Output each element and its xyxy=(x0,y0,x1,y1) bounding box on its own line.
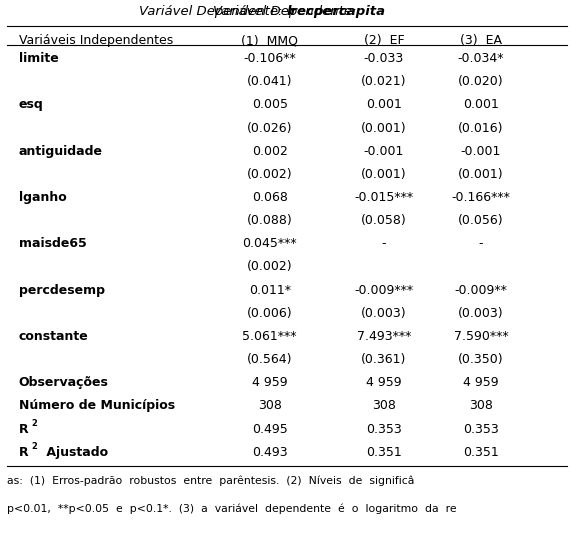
Text: 0.001: 0.001 xyxy=(366,99,402,111)
Text: (0.056): (0.056) xyxy=(458,214,504,227)
Text: (0.041): (0.041) xyxy=(247,75,292,88)
Text: (0.001): (0.001) xyxy=(458,168,504,181)
Text: (0.361): (0.361) xyxy=(361,353,406,366)
Text: Observações: Observações xyxy=(19,376,108,389)
Text: esq: esq xyxy=(19,99,43,111)
Text: -: - xyxy=(479,237,483,250)
Text: (0.003): (0.003) xyxy=(458,307,504,320)
Text: 4 959: 4 959 xyxy=(366,376,402,389)
Text: -0.166***: -0.166*** xyxy=(452,191,510,204)
Text: (3)  EA: (3) EA xyxy=(460,34,502,48)
Text: percdesemp: percdesemp xyxy=(19,284,105,296)
Text: as:  (1)  Erros-padrão  robustos  entre  parêntesis.  (2)  Níveis  de  significâ: as: (1) Erros-padrão robustos entre parê… xyxy=(7,476,415,486)
Text: R: R xyxy=(19,423,28,435)
Text: Variáveis Independentes: Variáveis Independentes xyxy=(19,34,173,48)
Text: 2: 2 xyxy=(31,419,37,428)
Text: Variável Dependente:: Variável Dependente: xyxy=(139,5,287,18)
Text: 7.590***: 7.590*** xyxy=(453,330,508,343)
Text: 0.001: 0.001 xyxy=(463,99,499,111)
Text: -0.001: -0.001 xyxy=(364,145,404,158)
Text: (2)  EF: (2) EF xyxy=(364,34,404,48)
Text: (0.006): (0.006) xyxy=(247,307,292,320)
Text: (0.026): (0.026) xyxy=(247,121,292,135)
Text: (0.020): (0.020) xyxy=(458,75,504,88)
Text: Variável Dependente:: Variável Dependente: xyxy=(213,5,361,18)
Text: 0.002: 0.002 xyxy=(252,145,288,158)
Text: (0.002): (0.002) xyxy=(247,260,292,274)
Text: 4 959: 4 959 xyxy=(252,376,288,389)
Text: maisde65: maisde65 xyxy=(19,237,86,250)
Text: 0.005: 0.005 xyxy=(252,99,288,111)
Text: antiguidade: antiguidade xyxy=(19,145,102,158)
Text: limite: limite xyxy=(19,52,58,65)
Text: -: - xyxy=(382,237,386,250)
Text: -0.001: -0.001 xyxy=(461,145,501,158)
Text: (0.564): (0.564) xyxy=(247,353,292,366)
Text: lrecpercapita: lrecpercapita xyxy=(287,5,386,18)
Text: 0.068: 0.068 xyxy=(252,191,288,204)
Text: 0.353: 0.353 xyxy=(366,423,402,435)
Text: (1)  MMQ: (1) MMQ xyxy=(241,34,298,48)
Text: (0.002): (0.002) xyxy=(247,168,292,181)
Text: 308: 308 xyxy=(469,399,493,412)
Text: p<0.01,  **p<0.05  e  p<0.1*.  (3)  a  variável  dependente  é  o  logaritmo  da: p<0.01, **p<0.05 e p<0.1*. (3) a variáve… xyxy=(7,504,457,514)
Text: -0.033: -0.033 xyxy=(364,52,404,65)
Text: (0.350): (0.350) xyxy=(458,353,504,366)
Text: 0.493: 0.493 xyxy=(252,445,288,459)
Text: Ajustado: Ajustado xyxy=(42,445,109,459)
Text: Número de Municípios: Número de Municípios xyxy=(19,399,175,412)
Text: 308: 308 xyxy=(372,399,396,412)
Text: 0.351: 0.351 xyxy=(463,445,499,459)
Text: constante: constante xyxy=(19,330,88,343)
Text: (0.058): (0.058) xyxy=(361,214,406,227)
Text: 2: 2 xyxy=(31,442,37,452)
Text: 4 959: 4 959 xyxy=(463,376,499,389)
Text: -0.034*: -0.034* xyxy=(457,52,504,65)
Text: 5.061***: 5.061*** xyxy=(243,330,297,343)
Text: 7.493***: 7.493*** xyxy=(357,330,411,343)
Text: -0.009**: -0.009** xyxy=(455,284,507,296)
Text: 0.045***: 0.045*** xyxy=(243,237,297,250)
Text: 0.353: 0.353 xyxy=(463,423,499,435)
Text: 308: 308 xyxy=(258,399,281,412)
Text: -0.009***: -0.009*** xyxy=(354,284,413,296)
Text: (0.003): (0.003) xyxy=(361,307,406,320)
Text: (0.016): (0.016) xyxy=(458,121,504,135)
Text: (0.088): (0.088) xyxy=(247,214,292,227)
Text: 0.011*: 0.011* xyxy=(249,284,291,296)
Text: 0.351: 0.351 xyxy=(366,445,402,459)
Text: -0.015***: -0.015*** xyxy=(354,191,413,204)
Text: (0.021): (0.021) xyxy=(361,75,406,88)
Text: -0.106**: -0.106** xyxy=(243,52,296,65)
Text: (0.001): (0.001) xyxy=(361,168,406,181)
Text: R: R xyxy=(19,445,28,459)
Text: lganho: lganho xyxy=(19,191,66,204)
Text: (0.001): (0.001) xyxy=(361,121,406,135)
Text: 0.495: 0.495 xyxy=(252,423,288,435)
